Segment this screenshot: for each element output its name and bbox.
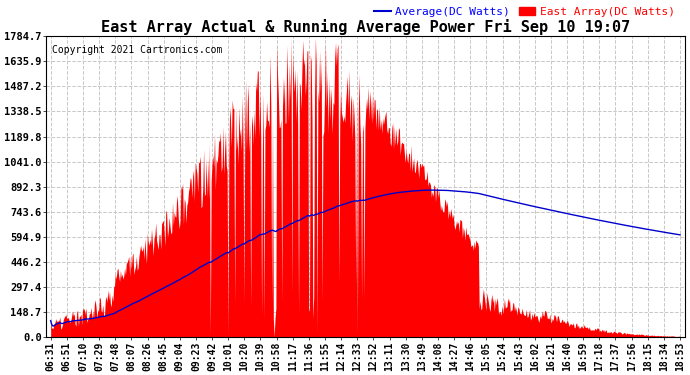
Title: East Array Actual & Running Average Power Fri Sep 10 19:07: East Array Actual & Running Average Powe… xyxy=(101,19,630,35)
Text: Copyright 2021 Cartronics.com: Copyright 2021 Cartronics.com xyxy=(52,45,223,55)
Legend: Average(DC Watts), East Array(DC Watts): Average(DC Watts), East Array(DC Watts) xyxy=(370,3,680,21)
